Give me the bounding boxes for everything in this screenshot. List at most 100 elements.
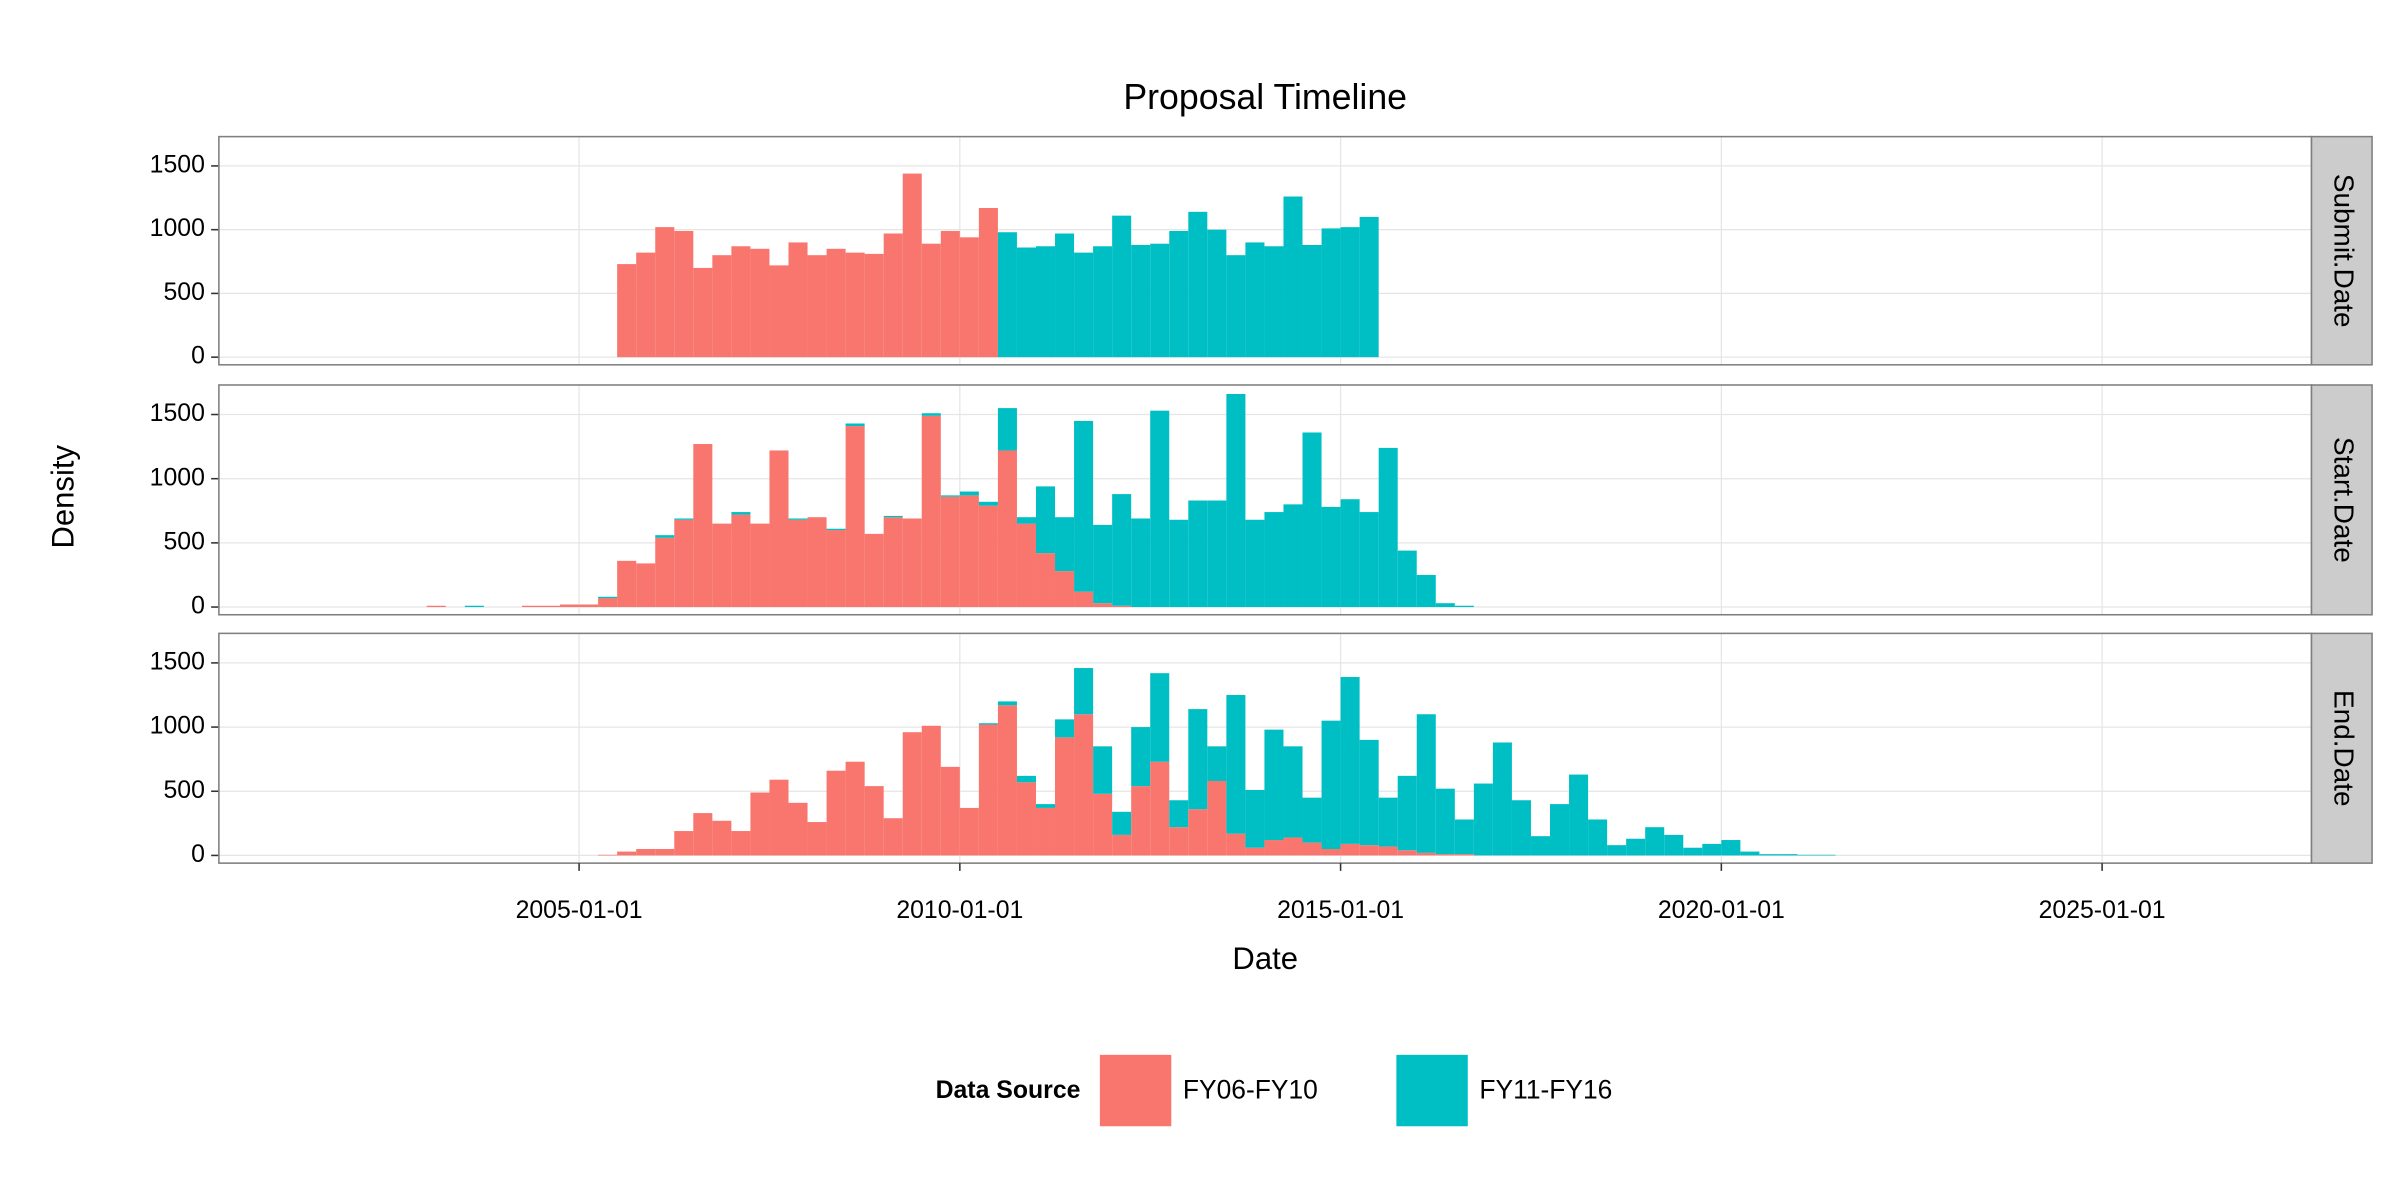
- histogram-bar: [1055, 719, 1075, 738]
- histogram-bar: [864, 253, 884, 358]
- legend-title: Data Source: [936, 1077, 1081, 1104]
- histogram-bar: [1074, 668, 1094, 715]
- x-tick-label: 2020-01-01: [1658, 897, 1785, 924]
- histogram-bar: [1550, 804, 1570, 856]
- histogram-bar: [1226, 694, 1246, 834]
- histogram-bar: [959, 491, 979, 496]
- histogram-bar: [807, 517, 827, 608]
- histogram-bar: [560, 604, 580, 608]
- histogram-bar: [1112, 494, 1132, 606]
- histogram-bar: [1093, 603, 1113, 608]
- histogram-bar: [826, 528, 846, 531]
- histogram-bar: [1169, 827, 1189, 856]
- histogram-bar: [1035, 486, 1056, 554]
- histogram-bar: [1321, 849, 1341, 856]
- facet-strip: [2310, 135, 2373, 366]
- histogram-bar: [1264, 840, 1284, 856]
- histogram-bar: [1435, 854, 1455, 856]
- histogram-bar: [1302, 432, 1322, 608]
- y-tick-label: 500: [163, 528, 204, 555]
- histogram-bar: [1207, 229, 1227, 358]
- histogram-bar: [1016, 782, 1036, 856]
- histogram-bar: [731, 831, 751, 856]
- histogram-bar: [940, 766, 960, 856]
- histogram-bar: [788, 518, 808, 520]
- histogram-bar: [674, 519, 694, 608]
- histogram-bar: [1530, 836, 1551, 856]
- histogram-bar: [1131, 518, 1151, 608]
- histogram-bar: [1321, 228, 1341, 358]
- histogram-bar: [1112, 605, 1132, 608]
- histogram-bar: [1816, 854, 1836, 856]
- histogram-bar: [1093, 246, 1113, 358]
- histogram-bar: [845, 252, 865, 358]
- histogram-bar: [1759, 854, 1779, 856]
- histogram-bar: [750, 792, 770, 856]
- histogram-bar: [1778, 854, 1798, 856]
- histogram-bar: [1340, 677, 1360, 844]
- histogram-bar: [1416, 852, 1436, 856]
- histogram-bar: [788, 519, 808, 608]
- histogram-bar: [1074, 591, 1094, 608]
- histogram-bar: [902, 518, 922, 608]
- histogram-bar: [1245, 789, 1265, 848]
- y-tick-label: 0: [191, 343, 205, 370]
- histogram-bar: [845, 761, 865, 856]
- histogram-bar: [788, 802, 808, 856]
- histogram-bar: [1397, 850, 1417, 856]
- histogram-bar: [712, 523, 732, 608]
- histogram-bar: [1055, 737, 1075, 856]
- histogram-bar: [959, 237, 979, 358]
- histogram-bar: [826, 770, 846, 856]
- histogram-bar: [1359, 739, 1379, 846]
- histogram-bar: [1683, 847, 1703, 856]
- histogram-bar: [731, 514, 751, 608]
- histogram-bar: [1055, 233, 1075, 358]
- histogram-bar: [921, 413, 941, 416]
- histogram-bar: [655, 227, 675, 358]
- histogram-bar: [1588, 819, 1608, 856]
- histogram-bar: [1302, 797, 1322, 843]
- histogram-bar: [674, 230, 694, 358]
- histogram-bar: [1664, 834, 1684, 856]
- y-tick-label: 1500: [150, 400, 205, 427]
- histogram-bar: [1035, 553, 1056, 608]
- histogram-bar: [1131, 244, 1151, 358]
- histogram-bar: [1207, 500, 1227, 608]
- histogram-bar: [1016, 523, 1036, 608]
- histogram-bar: [674, 831, 694, 856]
- histogram-bar: [902, 173, 922, 358]
- histogram-bar: [1035, 807, 1056, 856]
- histogram-bar: [1397, 550, 1417, 608]
- histogram-bar: [1397, 775, 1417, 851]
- histogram-bar: [902, 732, 922, 856]
- histogram-bar: [617, 560, 637, 608]
- histogram-bar: [1245, 242, 1265, 358]
- histogram-bar: [769, 779, 789, 856]
- histogram-bar: [750, 523, 770, 608]
- histogram-bar: [940, 496, 960, 608]
- histogram-bar: [1112, 834, 1132, 856]
- histogram-bar: [1797, 854, 1817, 856]
- histogram-bar: [636, 252, 656, 358]
- histogram-bar: [617, 851, 637, 856]
- histogram-bar: [1340, 227, 1360, 358]
- histogram-bar: [1188, 709, 1208, 810]
- facet-label: Submit.Date: [2328, 174, 2359, 328]
- histogram-bar: [1093, 793, 1113, 856]
- histogram-bar: [959, 807, 979, 856]
- histogram-bar: [997, 450, 1017, 608]
- histogram-bar: [655, 849, 675, 856]
- histogram-bar: [1321, 506, 1341, 608]
- histogram-bar: [826, 248, 846, 358]
- histogram-bar: [464, 605, 484, 608]
- histogram-bar: [921, 725, 941, 856]
- histogram-bar: [1207, 746, 1227, 781]
- x-axis-title: Date: [1232, 941, 1298, 976]
- histogram-bar: [655, 535, 675, 538]
- histogram-bar: [1131, 727, 1151, 787]
- histogram-bar: [1454, 854, 1474, 856]
- histogram-bar: [807, 255, 827, 358]
- histogram-bar: [769, 450, 789, 608]
